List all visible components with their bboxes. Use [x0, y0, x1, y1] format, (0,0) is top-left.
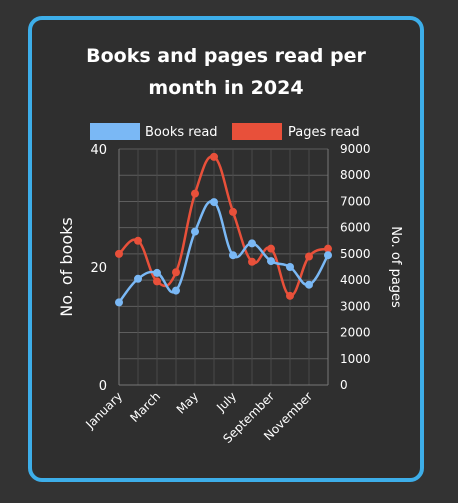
- books-read-point: [134, 274, 142, 283]
- right-axis-title: No. of pages: [388, 226, 403, 308]
- right-tick-label: 0: [340, 378, 348, 392]
- chart-title-text: Books and pages read per month in 2024: [86, 45, 366, 99]
- left-tick-label: 40: [90, 143, 107, 158]
- books-read-point: [324, 251, 332, 260]
- legend-swatch-pages-read: [232, 123, 282, 140]
- right-tick-label: 4000: [340, 273, 371, 287]
- right-tick-label: 5000: [340, 247, 371, 261]
- pages-read-point: [172, 268, 180, 277]
- legend-swatch-books-read: [90, 123, 140, 140]
- books-read-point: [305, 280, 313, 289]
- left-tick-label: 20: [90, 261, 107, 276]
- books-read-point: [248, 239, 256, 248]
- right-tick-label: 1000: [340, 352, 371, 366]
- pages-read-point: [210, 152, 218, 161]
- pages-read-point: [134, 236, 142, 245]
- books-read-point: [286, 263, 294, 271]
- chart-title: Books and pages read per month in 2024: [32, 40, 420, 104]
- books-read-point: [153, 268, 161, 277]
- left-tick-label: 0: [99, 379, 107, 394]
- pages-read-point: [267, 244, 275, 253]
- books-read-point: [229, 251, 237, 260]
- pages-read-point: [286, 291, 294, 300]
- pages-read-point: [229, 207, 237, 216]
- books-read-point: [210, 198, 218, 207]
- pages-read-point: [191, 189, 199, 198]
- pages-read-point: [324, 244, 332, 253]
- x-tick-label: July: [213, 389, 239, 415]
- books-read-point: [115, 298, 123, 307]
- right-tick-label: 6000: [340, 221, 371, 235]
- legend-label-pages-read: Pages read: [288, 125, 360, 140]
- books-read-point: [172, 286, 180, 295]
- x-tick-label: January: [82, 389, 125, 432]
- pages-read-point: [115, 249, 123, 258]
- right-tick-label: 2000: [340, 326, 371, 340]
- books-read-point: [191, 227, 199, 236]
- legend-label-books-read: Books read: [145, 125, 218, 140]
- right-tick-label: 8000: [340, 168, 371, 182]
- left-axis-title: No. of books: [57, 217, 76, 317]
- right-tick-label: 7000: [340, 194, 371, 208]
- right-tick-label: 3000: [340, 299, 371, 313]
- books-read-point: [267, 257, 275, 266]
- pages-read-point: [248, 257, 256, 266]
- x-tick-label: May: [174, 389, 201, 416]
- right-tick-label: 9000: [340, 142, 371, 156]
- chart-card: Books and pages read per month in 2024: [28, 16, 424, 482]
- pages-read-point: [153, 277, 161, 286]
- x-tick-label: March: [127, 389, 163, 425]
- pages-read-point: [305, 252, 313, 261]
